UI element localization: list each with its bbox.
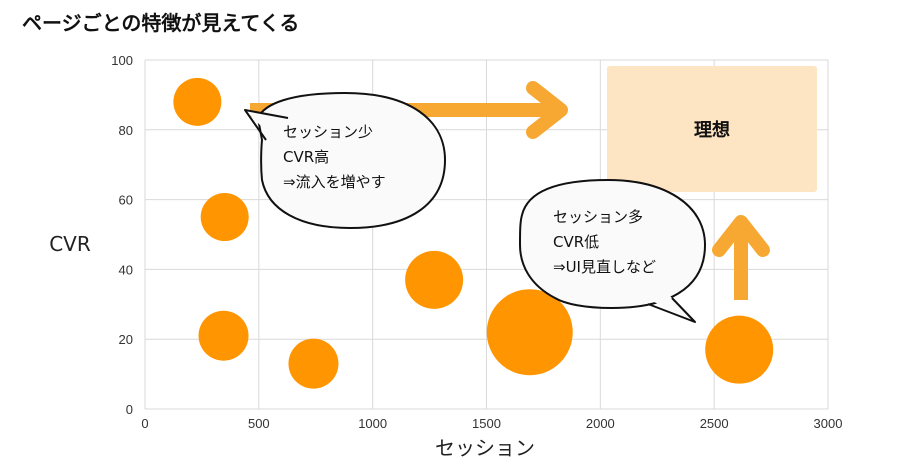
callout-high-line-1: セッション多 [553,208,643,226]
callout-low-line-3: ⇒流入を増やす [283,173,386,191]
y-tick-label: 20 [119,332,133,347]
callout-high-line-2: CVR低 [553,233,599,251]
x-tick-label: 2500 [700,416,729,431]
up-arrow [712,215,770,300]
x-tick-label: 1500 [472,416,501,431]
x-tick-label: 3000 [814,416,843,431]
y-tick-label: 40 [119,262,133,277]
ideal-region [607,66,817,192]
y-tick-label: 100 [111,53,133,68]
y-tick-label: 80 [119,123,133,138]
data-point-bubble [173,77,222,126]
data-point-bubble [200,193,249,242]
speech-bubble-low-session: セッション少 CVR高 ⇒流入を増やす [244,91,447,230]
x-tick-label: 2000 [586,416,615,431]
chart-title: ページごとの特徴が見えてくる [22,11,299,35]
data-point-bubble [486,289,573,376]
x-tick-label: 500 [248,416,270,431]
callout-high-line-3: ⇒UI見直しなど [553,258,656,276]
y-tick-label: 60 [119,193,133,208]
data-point-bubble [198,310,249,361]
data-point-bubble [288,338,339,389]
data-points [173,77,774,389]
x-tick-label: 0 [141,416,148,431]
x-tick-label: 1000 [358,416,387,431]
data-point-bubble [705,315,774,384]
x-axis-label: セッション [435,436,535,460]
data-point-bubble [405,250,464,309]
y-axis-label: CVR [49,232,91,256]
y-tick-label: 0 [126,402,133,417]
speech-bubble-high-session: セッション多 CVR低 ⇒UI見直しなど [518,178,707,323]
tick-labels: 0 500 1000 1500 2000 2500 3000 0 20 40 60 80 100 [111,53,842,431]
ideal-label: 理想 [694,119,730,141]
callout-low-line-2: CVR高 [283,148,329,166]
callout-low-line-1: セッション少 [283,123,373,141]
